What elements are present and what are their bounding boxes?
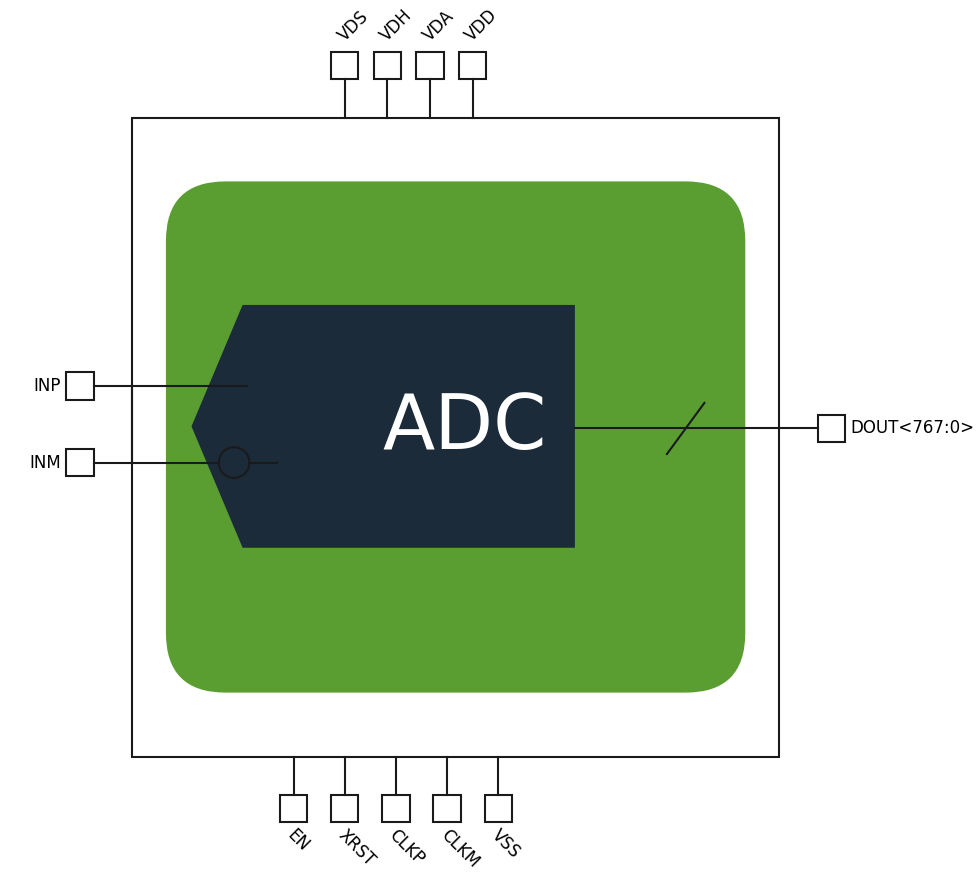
Text: VDA: VDA	[420, 7, 458, 45]
Text: VSS: VSS	[488, 826, 524, 862]
Bar	[331, 795, 358, 822]
Text: INM: INM	[29, 453, 61, 472]
Text: ADC: ADC	[382, 392, 547, 466]
Bar	[417, 52, 444, 79]
Bar	[459, 52, 486, 79]
Bar	[484, 795, 511, 822]
Text: VDH: VDH	[378, 6, 416, 45]
Text: XRST: XRST	[335, 826, 379, 870]
FancyBboxPatch shape	[166, 181, 746, 693]
Text: CLKM: CLKM	[437, 826, 482, 871]
Bar	[132, 118, 780, 757]
Bar	[66, 449, 94, 476]
Text: EN: EN	[284, 826, 312, 855]
Text: VDD: VDD	[463, 6, 502, 45]
Text: CLKP: CLKP	[386, 826, 428, 869]
Polygon shape	[191, 305, 575, 547]
Bar	[280, 795, 307, 822]
Text: DOUT<767:0>: DOUT<767:0>	[850, 420, 974, 437]
Bar	[66, 372, 94, 400]
Bar	[818, 414, 845, 442]
Bar	[383, 795, 410, 822]
Text: VDS: VDS	[335, 8, 372, 45]
Bar	[374, 52, 401, 79]
Bar	[331, 52, 358, 79]
Text: INP: INP	[33, 377, 61, 395]
Bar	[433, 795, 461, 822]
